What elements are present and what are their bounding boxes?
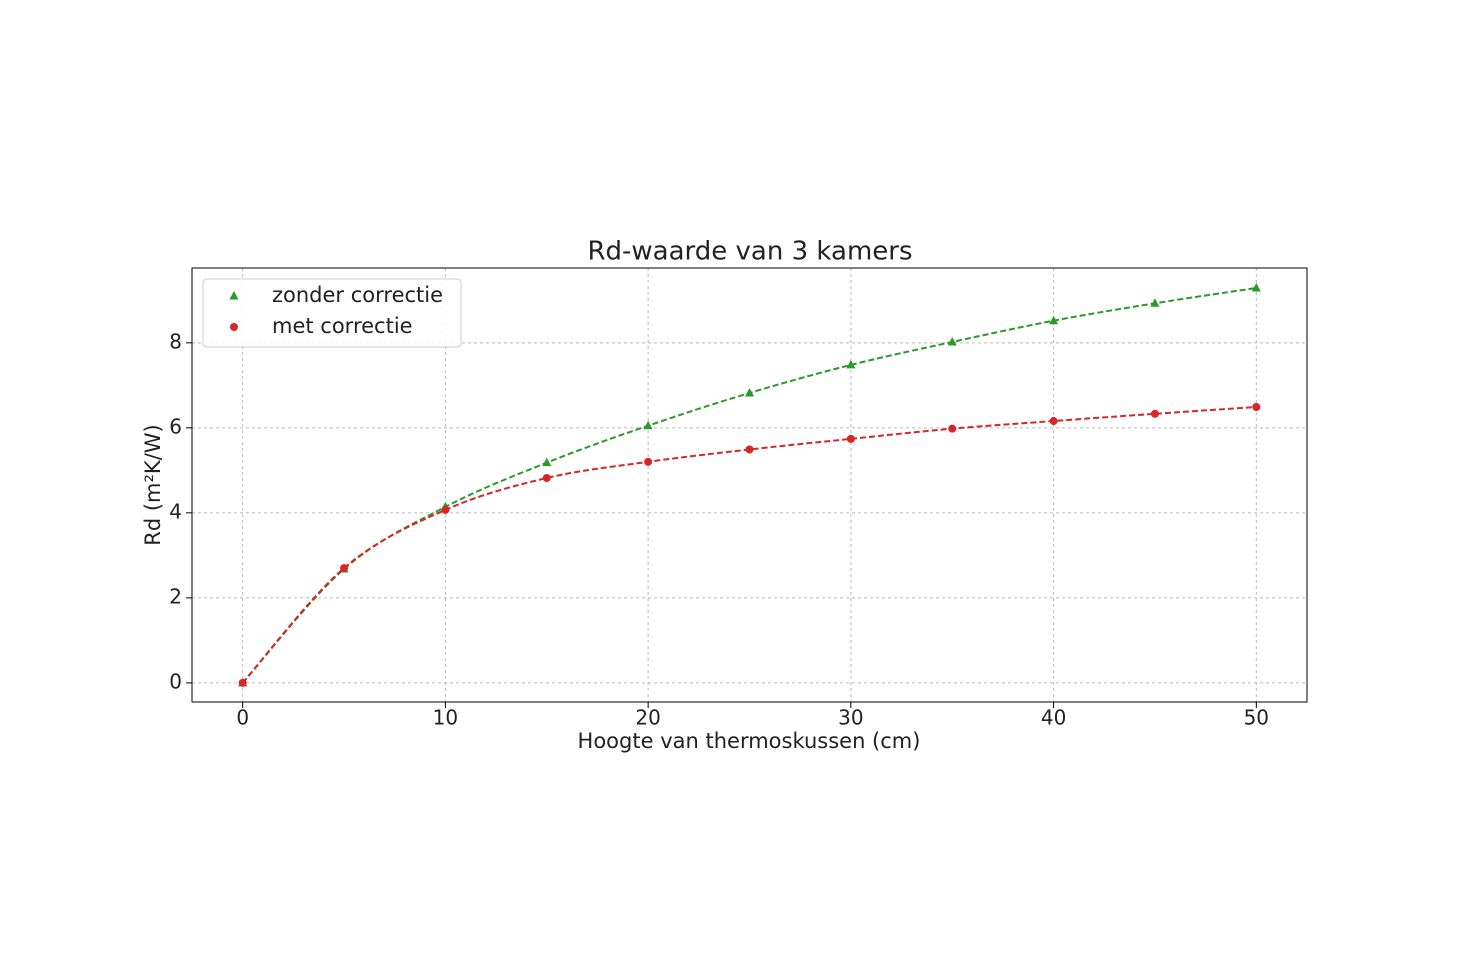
- data-point: [1251, 282, 1261, 292]
- x-tick-label: 10: [433, 706, 458, 730]
- x-tick-label: 0: [236, 706, 249, 730]
- y-tick-label: 8: [169, 329, 182, 353]
- y-tick-label: 6: [169, 414, 182, 438]
- data-point: [542, 457, 552, 467]
- x-tick-label: 30: [838, 706, 863, 730]
- x-tick-label: 40: [1041, 706, 1066, 730]
- data-point: [846, 434, 855, 443]
- data-point: [542, 473, 551, 482]
- data-point: [238, 678, 247, 687]
- x-tick-label: 50: [1244, 706, 1269, 730]
- data-point: [441, 505, 450, 514]
- legend-marker: [230, 323, 238, 331]
- data-point: [1150, 409, 1159, 418]
- legend-marker: [229, 291, 239, 300]
- data-point: [1049, 417, 1058, 426]
- data-point: [745, 445, 754, 454]
- data-point: [644, 457, 653, 466]
- x-axis-label: Hoogte van thermoskussen (cm): [578, 729, 921, 753]
- data-point: [1252, 402, 1261, 411]
- data-point: [340, 564, 349, 573]
- data-point: [1150, 298, 1160, 307]
- y-axis-label: Rd (m²K/W): [141, 424, 165, 545]
- data-point: [745, 387, 754, 397]
- x-tick-label: 20: [635, 706, 660, 730]
- data-point: [846, 359, 856, 369]
- y-tick-label: 0: [169, 669, 182, 693]
- data-point: [1049, 315, 1059, 325]
- data-point: [947, 336, 957, 346]
- legend-box: [202, 278, 462, 348]
- plot-frame: [191, 267, 1308, 703]
- legend-label: zonder correctie: [272, 283, 443, 307]
- y-tick-label: 4: [169, 499, 182, 523]
- y-tick-label: 2: [169, 584, 182, 608]
- chart-title: Rd-waarde van 3 kamers: [587, 237, 912, 267]
- data-point: [643, 420, 653, 430]
- legend-label: met correctie: [272, 314, 413, 338]
- data-point: [948, 424, 957, 433]
